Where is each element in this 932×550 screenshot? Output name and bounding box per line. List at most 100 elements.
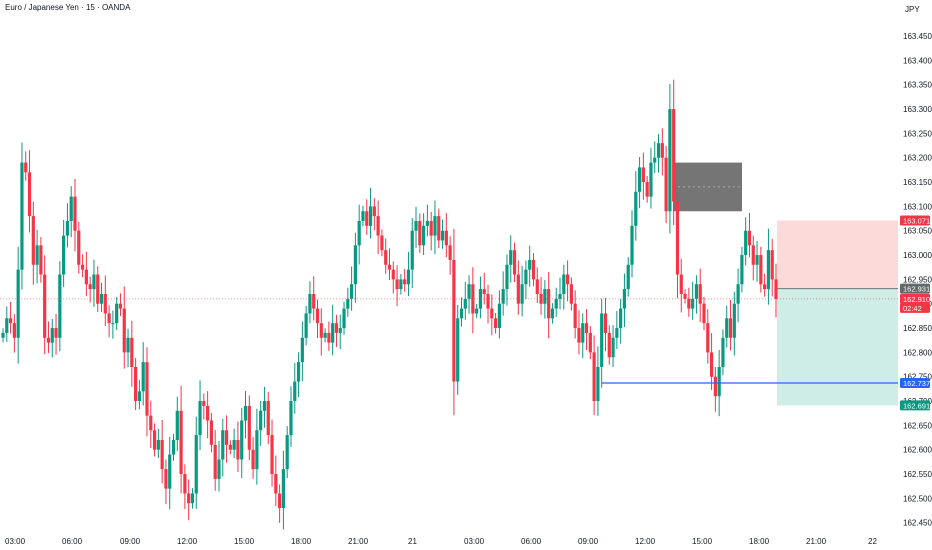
- stop-loss-zone[interactable]: [777, 220, 898, 289]
- time-tick-label: 09:00: [120, 537, 141, 546]
- candle-body: [641, 167, 645, 183]
- candle-body: [433, 216, 437, 236]
- candle-body: [149, 415, 153, 431]
- price-badge-current: [900, 293, 930, 304]
- candle-body: [365, 211, 369, 226]
- candle-body: [709, 352, 714, 377]
- time-tick-label: 15:00: [692, 537, 713, 546]
- price-tick-label: 163.000: [903, 251, 932, 260]
- candle-body: [403, 279, 407, 285]
- candle-body: [376, 216, 380, 236]
- candle-body: [187, 493, 191, 504]
- candle-body: [289, 401, 293, 436]
- candle-body: [759, 255, 763, 285]
- candle-body: [490, 308, 494, 319]
- candle-body: [88, 284, 92, 290]
- candle-body: [588, 332, 592, 353]
- candle-body: [422, 225, 426, 246]
- candle-body: [444, 230, 448, 246]
- time-tick-label: 06:00: [62, 537, 83, 546]
- candle-body: [406, 269, 411, 285]
- candle-body: [262, 401, 267, 411]
- candle-body: [744, 230, 748, 256]
- candle-body: [486, 293, 490, 309]
- candle-body: [24, 162, 28, 173]
- candle-body: [346, 298, 350, 309]
- candle-body: [535, 279, 539, 294]
- candle-body: [274, 474, 278, 494]
- price-axis: 163.450 163.400 163.350 163.300 163.250 163.2…: [903, 32, 932, 528]
- candle-body: [656, 143, 661, 158]
- candle-body: [539, 293, 543, 304]
- candle-body: [653, 157, 657, 163]
- candle-body: [637, 167, 642, 192]
- candle-body: [372, 206, 376, 217]
- candle-body: [437, 216, 441, 241]
- time-tick-label: 12:00: [177, 537, 198, 546]
- candle-body: [278, 493, 282, 509]
- candle-body: [736, 284, 740, 304]
- time-tick-label: 22: [868, 537, 877, 546]
- candle-body: [728, 318, 733, 338]
- price-tick-label: 162.450: [903, 519, 932, 528]
- candle-body: [312, 293, 316, 309]
- candle-body: [425, 220, 429, 226]
- candle-body: [300, 337, 304, 363]
- candle-body: [296, 362, 301, 382]
- price-badge-label: 162.737: [903, 379, 930, 388]
- candle-body: [206, 405, 210, 421]
- candle-body: [221, 430, 225, 460]
- candle-body: [8, 318, 13, 324]
- candle-body: [626, 264, 630, 290]
- price-tick-label: 162.750: [903, 373, 932, 382]
- time-tick-label: 18:00: [291, 537, 312, 546]
- candle-body: [664, 157, 668, 212]
- candle-body: [679, 274, 683, 294]
- price-badge-target: [900, 400, 930, 411]
- candle-body: [213, 444, 217, 479]
- candle-body: [649, 162, 653, 197]
- candle-body: [293, 381, 297, 402]
- chart-title: Euro / Japanese Yen · 15 · OANDA: [5, 3, 131, 12]
- candle-body: [1, 332, 5, 338]
- candle-body: [315, 308, 320, 324]
- candle-body: [774, 279, 778, 299]
- candle-body: [168, 454, 172, 489]
- candle-body: [308, 293, 312, 314]
- candle-body: [353, 245, 357, 285]
- candle-body: [429, 220, 433, 236]
- candle-body: [224, 430, 229, 445]
- take-profit-zone[interactable]: [777, 288, 898, 406]
- time-tick-label: 21:00: [806, 537, 827, 546]
- candle-body: [615, 328, 619, 338]
- candle-body: [448, 245, 452, 260]
- candle-body: [240, 420, 244, 460]
- candle-body: [740, 255, 744, 285]
- candle-body: [334, 323, 339, 333]
- candle-body: [766, 250, 771, 290]
- candle-body: [497, 303, 501, 329]
- candle-body: [141, 362, 145, 392]
- candle-body: [46, 337, 51, 343]
- price-badge-stop: [900, 215, 930, 226]
- candle-body: [58, 274, 62, 338]
- candle-body: [543, 289, 547, 304]
- candle-body: [194, 435, 198, 494]
- price-badge-label: 162.931: [903, 285, 930, 294]
- candle-body: [592, 352, 596, 402]
- candle-body: [493, 318, 498, 329]
- candle-body: [331, 323, 335, 343]
- time-tick-label: 15:00: [234, 537, 255, 546]
- candle-body: [270, 435, 274, 475]
- candle-body: [395, 279, 399, 290]
- candle-body: [323, 332, 327, 338]
- candle-body: [152, 430, 157, 450]
- candle-body: [342, 308, 346, 329]
- time-tick-label: 09:00: [578, 537, 599, 546]
- candle-body: [96, 274, 100, 304]
- time-tick-label: 03:00: [464, 537, 485, 546]
- candle-body: [50, 328, 54, 343]
- candle-body: [103, 293, 107, 314]
- candle-body: [675, 201, 680, 275]
